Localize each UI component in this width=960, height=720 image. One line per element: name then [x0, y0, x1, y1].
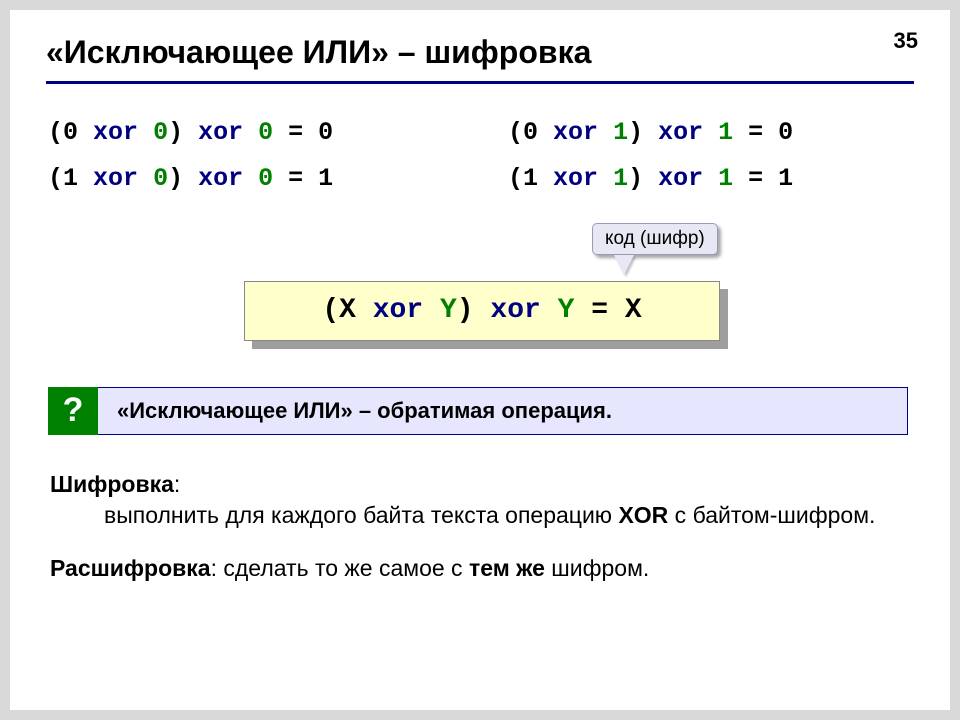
expr-row: (1 xor 1) xor 1 = 1 [508, 156, 914, 202]
tooltip-label: код (шифр) [592, 223, 718, 255]
examples-left: (0 xor 0) xor 0 = 0 (1 xor 0) xor 0 = 1 [48, 110, 454, 203]
expr-row: (0 xor 0) xor 0 = 0 [48, 110, 454, 156]
question-mark-icon: ? [48, 387, 98, 435]
tooltip-tail-icon [614, 255, 634, 275]
note-callout: ? «Исключающее ИЛИ» – обратимая операция… [48, 387, 908, 435]
expr-row: (0 xor 1) xor 1 = 0 [508, 110, 914, 156]
para-lead: Расшифровка [50, 555, 211, 581]
slide-title: «Исключающее ИЛИ» – шифровка [46, 34, 914, 81]
formula-expr: (X xor Y) xor Y = X [322, 297, 641, 325]
formula-area: код (шифр) (X xor Y) xor Y = X [46, 223, 914, 363]
page-number: 35 [894, 28, 918, 54]
title-rule [46, 81, 914, 84]
examples-right: (0 xor 1) xor 1 = 0 (1 xor 1) xor 1 = 1 [508, 110, 914, 203]
para-lead: Шифровка [50, 471, 174, 497]
paragraph-encrypt: Шифровка: выполнить для каждого байта те… [46, 469, 914, 531]
expr-row: (1 xor 0) xor 0 = 1 [48, 156, 454, 202]
paragraph-decrypt: Расшифровка: сделать то же самое с тем ж… [46, 553, 914, 584]
examples-block: (0 xor 0) xor 0 = 0 (1 xor 0) xor 0 = 1 … [46, 110, 914, 203]
note-text: «Исключающее ИЛИ» – обратимая операция. [96, 387, 908, 435]
formula-box: (X xor Y) xor Y = X [244, 281, 720, 341]
slide: 35 «Исключающее ИЛИ» – шифровка (0 xor 0… [10, 10, 950, 710]
para-body: выполнить для каждого байта текста опера… [50, 500, 914, 531]
